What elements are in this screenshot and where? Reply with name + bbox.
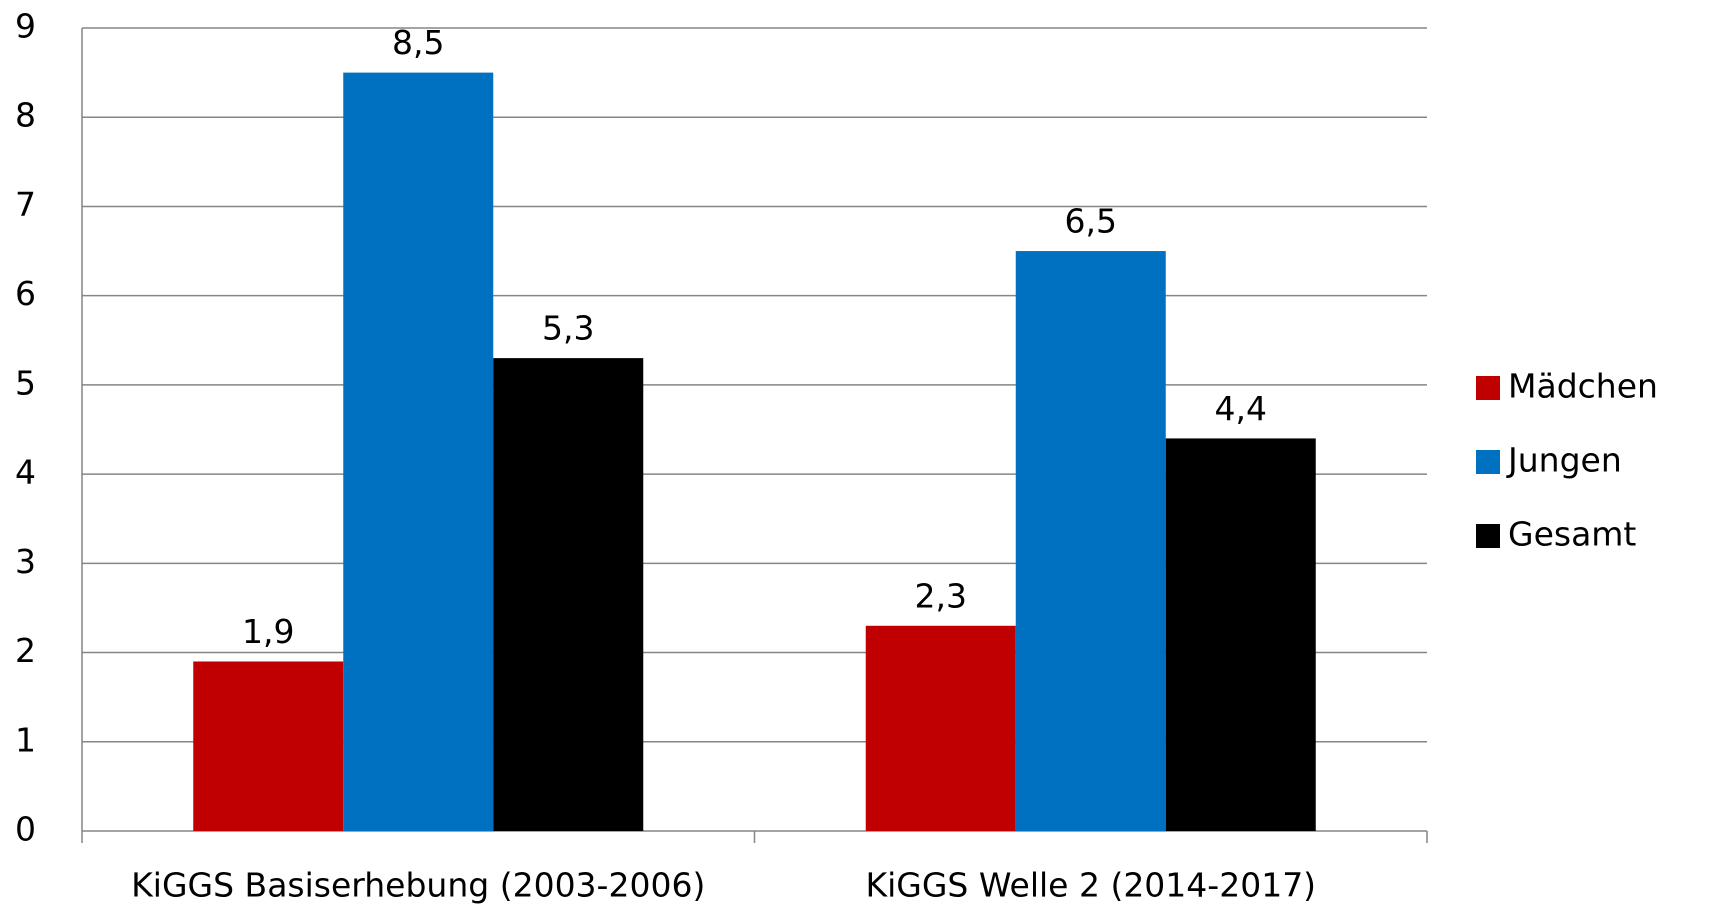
y-tick-label: 8 <box>15 96 36 135</box>
x-tick-label: KiGGS Basiserhebung (2003-2006) <box>131 866 705 905</box>
legend-label: Gesamt <box>1508 515 1636 554</box>
data-label: 4,4 <box>1215 389 1267 428</box>
data-label: 6,5 <box>1065 202 1117 241</box>
y-tick-label: 1 <box>15 720 36 759</box>
x-tick-label: KiGGS Welle 2 (2014-2017) <box>865 866 1316 905</box>
legend-swatch <box>1476 524 1500 548</box>
y-tick-label: 3 <box>15 542 36 581</box>
bar <box>343 72 494 832</box>
bar <box>865 625 1016 831</box>
bar <box>193 661 344 831</box>
bar <box>1015 251 1166 832</box>
bar <box>493 358 644 831</box>
y-tick-label: 9 <box>15 7 36 46</box>
y-tick-label: 5 <box>15 363 36 402</box>
legend-swatch <box>1476 450 1500 474</box>
y-tick-label: 6 <box>15 274 36 313</box>
y-tick-label: 0 <box>15 810 36 849</box>
data-label: 5,3 <box>542 309 594 348</box>
data-label: 2,3 <box>915 576 967 615</box>
y-tick-label: 7 <box>15 185 36 224</box>
bar <box>1165 438 1316 831</box>
data-label: 1,9 <box>242 612 294 651</box>
data-label: 8,5 <box>392 23 444 62</box>
legend-label: Jungen <box>1506 441 1622 480</box>
y-tick-label: 2 <box>15 631 36 670</box>
legend-label: Mädchen <box>1508 367 1658 406</box>
y-tick-label: 4 <box>15 453 36 492</box>
legend-swatch <box>1476 376 1500 400</box>
